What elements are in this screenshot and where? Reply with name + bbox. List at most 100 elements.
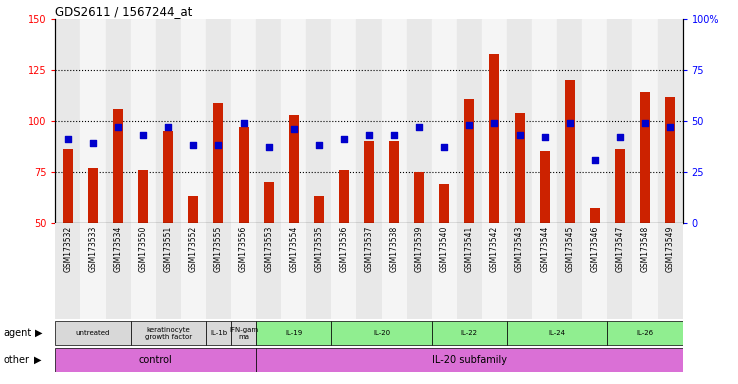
Point xyxy=(639,120,651,126)
Bar xyxy=(306,19,331,223)
Text: GSM173538: GSM173538 xyxy=(390,225,399,272)
Bar xyxy=(206,321,231,345)
Bar xyxy=(389,141,399,223)
Bar xyxy=(607,223,632,319)
Bar xyxy=(63,149,73,223)
Bar xyxy=(131,321,206,345)
Text: keratinocyte
growth factor: keratinocyte growth factor xyxy=(145,327,192,339)
Bar xyxy=(331,223,356,319)
Text: GSM173548: GSM173548 xyxy=(641,225,649,272)
Text: control: control xyxy=(139,355,173,365)
Text: GSM173533: GSM173533 xyxy=(89,225,97,272)
Bar xyxy=(607,19,632,223)
Bar xyxy=(364,141,374,223)
Point xyxy=(413,124,425,130)
Text: IL-1b: IL-1b xyxy=(210,330,227,336)
Bar xyxy=(482,223,507,319)
Text: GSM173553: GSM173553 xyxy=(264,225,273,272)
Bar xyxy=(582,19,607,223)
Bar xyxy=(55,321,131,345)
Bar xyxy=(532,223,557,319)
Bar xyxy=(231,223,256,319)
Bar xyxy=(80,223,106,319)
Text: agent: agent xyxy=(4,328,32,338)
Point xyxy=(187,142,199,149)
Bar xyxy=(457,19,482,223)
Bar xyxy=(331,321,432,345)
Point xyxy=(589,157,601,163)
Text: IFN-gam
ma: IFN-gam ma xyxy=(229,327,258,339)
Bar xyxy=(181,223,206,319)
Text: ▶: ▶ xyxy=(35,328,43,338)
Point xyxy=(162,124,174,130)
Text: untreated: untreated xyxy=(76,330,110,336)
Bar xyxy=(414,172,424,223)
Bar xyxy=(131,223,156,319)
Bar xyxy=(640,93,650,223)
Bar xyxy=(457,223,482,319)
Bar xyxy=(138,170,148,223)
Bar xyxy=(482,19,507,223)
Bar xyxy=(206,223,231,319)
Bar xyxy=(432,321,507,345)
Bar xyxy=(407,19,432,223)
Bar xyxy=(256,19,281,223)
Text: GSM173532: GSM173532 xyxy=(63,225,72,272)
Text: GSM173537: GSM173537 xyxy=(365,225,373,272)
Text: GSM173536: GSM173536 xyxy=(339,225,348,272)
Point xyxy=(363,132,375,138)
Bar xyxy=(532,19,557,223)
Text: GSM173543: GSM173543 xyxy=(515,225,524,272)
Point xyxy=(463,122,475,128)
Point xyxy=(438,144,450,151)
Bar xyxy=(557,19,582,223)
Text: GSM173534: GSM173534 xyxy=(114,225,123,272)
Point xyxy=(62,136,74,142)
Bar xyxy=(590,209,600,223)
Bar xyxy=(439,184,449,223)
Text: GSM173535: GSM173535 xyxy=(314,225,323,272)
Bar xyxy=(582,223,607,319)
Bar xyxy=(407,223,432,319)
Bar xyxy=(106,19,131,223)
Bar xyxy=(88,168,98,223)
Text: GSM173544: GSM173544 xyxy=(540,225,549,272)
Text: IL-19: IL-19 xyxy=(285,330,303,336)
Bar xyxy=(281,19,306,223)
Text: GSM173551: GSM173551 xyxy=(164,225,173,272)
Point xyxy=(112,124,124,130)
Text: IL-26: IL-26 xyxy=(636,330,654,336)
Bar xyxy=(256,321,331,345)
Bar xyxy=(557,223,582,319)
Point xyxy=(614,134,626,140)
Bar xyxy=(213,103,224,223)
Text: GSM173547: GSM173547 xyxy=(615,225,624,272)
Bar xyxy=(206,19,231,223)
Bar xyxy=(507,223,532,319)
Text: ▶: ▶ xyxy=(34,355,41,365)
Bar xyxy=(306,223,331,319)
Text: GDS2611 / 1567244_at: GDS2611 / 1567244_at xyxy=(55,5,193,18)
Bar xyxy=(382,223,407,319)
Bar xyxy=(80,19,106,223)
Text: IL-24: IL-24 xyxy=(548,330,566,336)
Text: GSM173540: GSM173540 xyxy=(440,225,449,272)
Bar xyxy=(432,223,457,319)
Bar xyxy=(156,223,181,319)
Point xyxy=(263,144,275,151)
Bar xyxy=(131,19,156,223)
Bar xyxy=(632,223,658,319)
Bar xyxy=(231,19,256,223)
Bar xyxy=(156,19,181,223)
Point xyxy=(288,126,300,132)
Bar xyxy=(565,80,575,223)
Point xyxy=(313,142,325,149)
Bar xyxy=(263,182,274,223)
Bar xyxy=(55,19,80,223)
Bar xyxy=(55,348,256,372)
Bar xyxy=(331,19,356,223)
Bar xyxy=(432,19,457,223)
Bar xyxy=(539,152,550,223)
Text: GSM173539: GSM173539 xyxy=(415,225,424,272)
Bar xyxy=(615,149,625,223)
